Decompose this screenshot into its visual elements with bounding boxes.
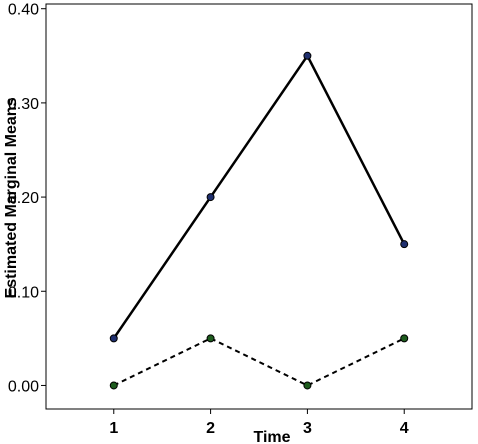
data-point	[109, 381, 118, 390]
data-point	[303, 381, 312, 390]
plot-frame	[45, 3, 473, 410]
y-tick-label: 0.10	[8, 284, 39, 301]
y-axis-title: Estimated Marginal Means	[3, 97, 20, 298]
series-1	[109, 51, 409, 343]
data-point	[400, 334, 409, 343]
data-point	[206, 334, 215, 343]
data-point	[400, 240, 409, 249]
series-layer	[109, 51, 409, 390]
x-tick-label: 3	[303, 420, 312, 437]
series-2	[109, 334, 409, 390]
y-tick-label: 0.00	[8, 378, 39, 395]
y-tick-label: 0.20	[8, 190, 39, 207]
x-tick-label: 2	[206, 420, 215, 437]
y-tick-label: 0.40	[8, 2, 39, 19]
y-tick-label: 0.30	[8, 96, 39, 113]
data-point	[303, 51, 312, 60]
x-axis: 1 2 3 4	[109, 409, 409, 437]
x-axis-title: Time	[253, 429, 290, 444]
x-tick-label: 4	[400, 420, 409, 437]
data-point	[109, 334, 118, 343]
data-point	[206, 193, 215, 202]
x-tick-label: 1	[109, 420, 118, 437]
series-line	[112, 53, 406, 340]
y-axis: 0.00 0.10 0.20 0.30 0.40	[8, 2, 46, 395]
